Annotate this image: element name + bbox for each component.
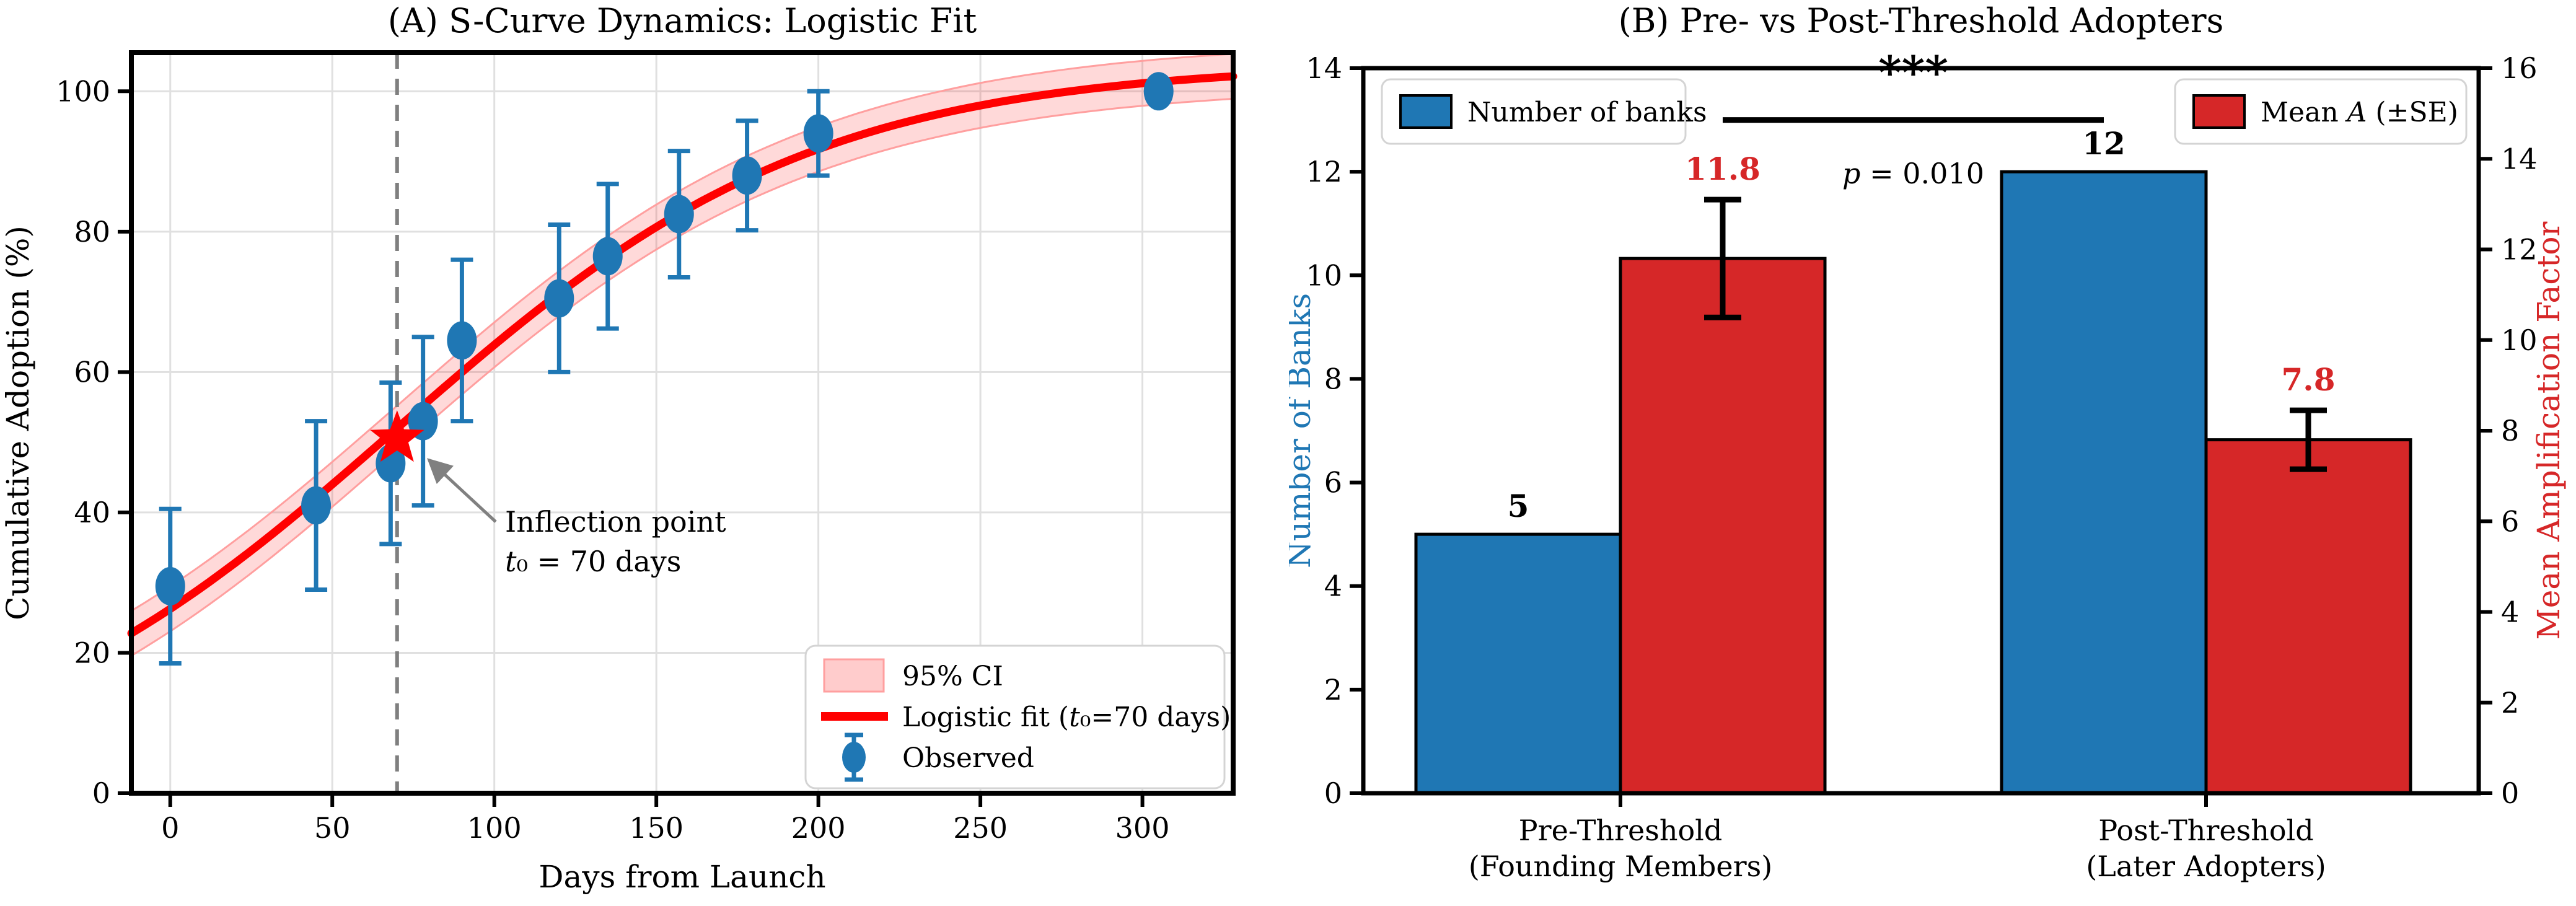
right-y-tick-label: 16 [2501, 51, 2538, 85]
panel-b-left-axis-label: Number of Banks [1289, 293, 1317, 568]
x-tick-label: 150 [629, 811, 684, 845]
legend-box-right [2174, 78, 2468, 145]
y-tick-label: 100 [56, 74, 110, 108]
left-y-tick-label: 10 [1306, 258, 1342, 292]
plot-frame [129, 50, 1236, 796]
legend-entry-observed: Observed [902, 742, 1034, 774]
right-y-tick-label: 8 [2501, 414, 2519, 447]
observed-point [544, 279, 574, 318]
observed-point [155, 566, 185, 605]
observed-point [664, 195, 694, 234]
significance-stars: *** [1878, 46, 1948, 99]
x-tick-label: 50 [314, 811, 351, 845]
ci-band-edge-lower [131, 97, 1234, 657]
annotation-arrow [427, 458, 497, 523]
panel-a-logistic-fit-chart: Inflection point t₀ = 70 days 95% CI Logist… [0, 1, 1237, 895]
left-y-tick-label: 0 [1324, 776, 1342, 810]
legend-banks-patch-icon [1399, 94, 1453, 129]
y-tick-label: 60 [74, 355, 110, 389]
legend-entry-banks: Number of banks [1467, 97, 1707, 128]
panel-a-title: (A) S-Curve Dynamics: Logistic Fit [388, 1, 977, 40]
panel-a-x-axis-label: Days from Launch [538, 859, 825, 895]
inflection-star-marker [370, 410, 424, 462]
observed-point [1143, 72, 1174, 111]
x-tick-label: 300 [1115, 811, 1170, 845]
annotation-inflection-line2: t₀ = 70 days [505, 545, 681, 578]
right-y-tick-label: 4 [2501, 596, 2519, 629]
y-tick-label: 40 [74, 496, 110, 529]
category-label-line2: (Founding Members) [1469, 850, 1772, 883]
annotation-inflection-line1: Inflection point [505, 505, 726, 539]
observed-point [732, 156, 762, 195]
category-label-line2: (Later Adopters) [2086, 850, 2326, 883]
right-y-tick-label: 6 [2501, 504, 2519, 538]
legend-observed-marker-icon [842, 742, 866, 773]
bar-value-label-banks: 12 [2082, 125, 2125, 162]
left-y-tick-label: 8 [1324, 362, 1342, 395]
bar-value-label-amplification: 11.8 [1685, 151, 1761, 187]
bar-value-label-banks: 5 [1508, 488, 1529, 524]
y-tick-label: 0 [92, 776, 110, 810]
left-y-tick-label: 12 [1306, 155, 1342, 188]
bar-mean-amplification [1619, 257, 1827, 795]
y-tick-label: 80 [74, 215, 110, 248]
right-y-tick-label: 14 [2501, 142, 2538, 175]
observed-point [447, 321, 477, 360]
y-tick-label: 20 [74, 636, 110, 669]
panel-b-right-axis-label: Mean Amplification Factor [2531, 221, 2567, 640]
left-y-tick-label: 2 [1324, 673, 1342, 706]
legend-amplification-patch-icon [2192, 94, 2246, 129]
logistic-fit-line [127, 72, 1237, 638]
bar-number-of-banks [2000, 170, 2208, 795]
right-y-tick-label: 2 [2501, 686, 2519, 719]
bar-number-of-banks [1414, 532, 1622, 795]
panel-b-grouped-bar-chart: 5 12 11.8 7.8 *** p = 0.010 Pre-Threshold(Foun… [1289, 1, 2567, 883]
observed-point [301, 486, 332, 525]
category-label-line1: Post-Threshold [2098, 814, 2313, 847]
p-value-label: p = 0.010 [1842, 157, 1984, 190]
panel-b-title: (B) Pre- vs Post-Threshold Adopters [1619, 1, 2224, 40]
observed-point [803, 114, 833, 153]
bar-mean-amplification [2204, 438, 2412, 795]
panel-a-y-axis-label: Cumulative Adoption (%) [0, 226, 36, 620]
x-tick-label: 100 [467, 811, 522, 845]
observed-point [592, 237, 623, 276]
x-tick-label: 200 [791, 811, 846, 845]
left-y-tick-label: 14 [1306, 51, 1342, 85]
x-tick-label: 0 [161, 811, 179, 845]
x-tick-label: 250 [953, 811, 1008, 845]
legend-box-left [1381, 78, 1687, 145]
legend-entry-amplification: Mean A (±SE) [2261, 97, 2458, 128]
ci-band [131, 54, 1233, 656]
right-y-tick-label: 10 [2501, 323, 2538, 357]
legend-box [804, 644, 1226, 789]
legend-entry-fit: Logistic fit (t₀=70 days) [902, 701, 1231, 733]
right-y-tick-label: 12 [2501, 233, 2538, 266]
right-y-tick-label: 0 [2501, 776, 2519, 810]
legend-ci-patch-icon [823, 658, 885, 693]
category-label-line1: Pre-Threshold [1519, 814, 1723, 847]
left-y-tick-label: 6 [1324, 466, 1342, 499]
left-y-tick-label: 4 [1324, 570, 1342, 603]
bar-value-label-amplification: 7.8 [2282, 361, 2336, 398]
legend-entry-ci: 95% CI [902, 661, 1003, 692]
